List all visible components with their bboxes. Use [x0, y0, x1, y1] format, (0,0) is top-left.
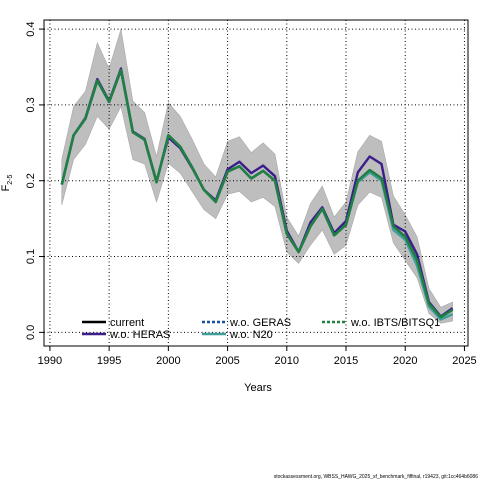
x-tick-label-2010: 2010	[275, 355, 299, 367]
legend-label-w-o-ibts-bitsq1: w.o. IBTS/BITSQ1	[350, 317, 440, 329]
x-axis: 1990 1995 2000 2005 2010 2015 2020 2025	[38, 346, 477, 367]
confidence-band	[61, 29, 453, 324]
legend-label-current: current	[110, 317, 144, 329]
y-tick-label-0-1: 0.1	[25, 249, 37, 264]
grid-layer	[44, 20, 468, 346]
legend: current w.o. HERAS w.o. GERAS w.o. N20 w…	[82, 317, 440, 341]
x-tick-label-2025: 2025	[452, 355, 476, 367]
x-tick-label-2005: 2005	[215, 355, 239, 367]
legend-label-w-o-heras: w.o. HERAS	[109, 329, 171, 341]
legend-item-w-o-ibts-bitsq1: w.o. IBTS/BITSQ1	[322, 317, 440, 329]
legend-label-w-o-n20: w.o. N20	[229, 329, 273, 341]
x-tick-label-1990: 1990	[38, 355, 62, 367]
y-axis: 0.0 0.1 0.2 0.3 0.4	[25, 21, 44, 340]
x-tick-label-1995: 1995	[97, 355, 121, 367]
x-tick-label-2015: 2015	[334, 355, 358, 367]
x-tick-label-2000: 2000	[156, 355, 180, 367]
series-line-w-o-ibts-bitsq1	[60, 68, 454, 319]
y-axis-title-main: F	[0, 184, 12, 191]
x-axis-title: Years	[244, 382, 272, 394]
legend-item-current: current	[82, 317, 144, 329]
legend-item-w-o-heras: w.o. HERAS	[82, 329, 171, 341]
x-tick-label-2020: 2020	[393, 355, 417, 367]
series-layer	[60, 67, 454, 321]
y-axis-title-group: F2-5	[0, 174, 14, 191]
confidence-band-layer	[61, 29, 453, 324]
legend-label-w-o-geras: w.o. GERAS	[229, 317, 291, 329]
y-tick-label-0: 0.0	[25, 325, 37, 340]
y-tick-label-0-3: 0.3	[25, 97, 37, 112]
y-tick-label-0-2: 0.2	[25, 173, 37, 188]
footer-source-text: stockassessment.org, WBSS_HAWG_2025_sf_b…	[274, 474, 478, 480]
legend-item-w-o-geras: w.o. GERAS	[202, 317, 291, 329]
y-axis-title-subscript: 2-5	[7, 174, 14, 184]
y-axis-title: F2-5	[0, 174, 14, 191]
y-tick-label-0-4: 0.4	[25, 21, 37, 36]
plot-frame	[43, 19, 469, 347]
legend-item-w-o-n20: w.o. N20	[202, 329, 273, 341]
